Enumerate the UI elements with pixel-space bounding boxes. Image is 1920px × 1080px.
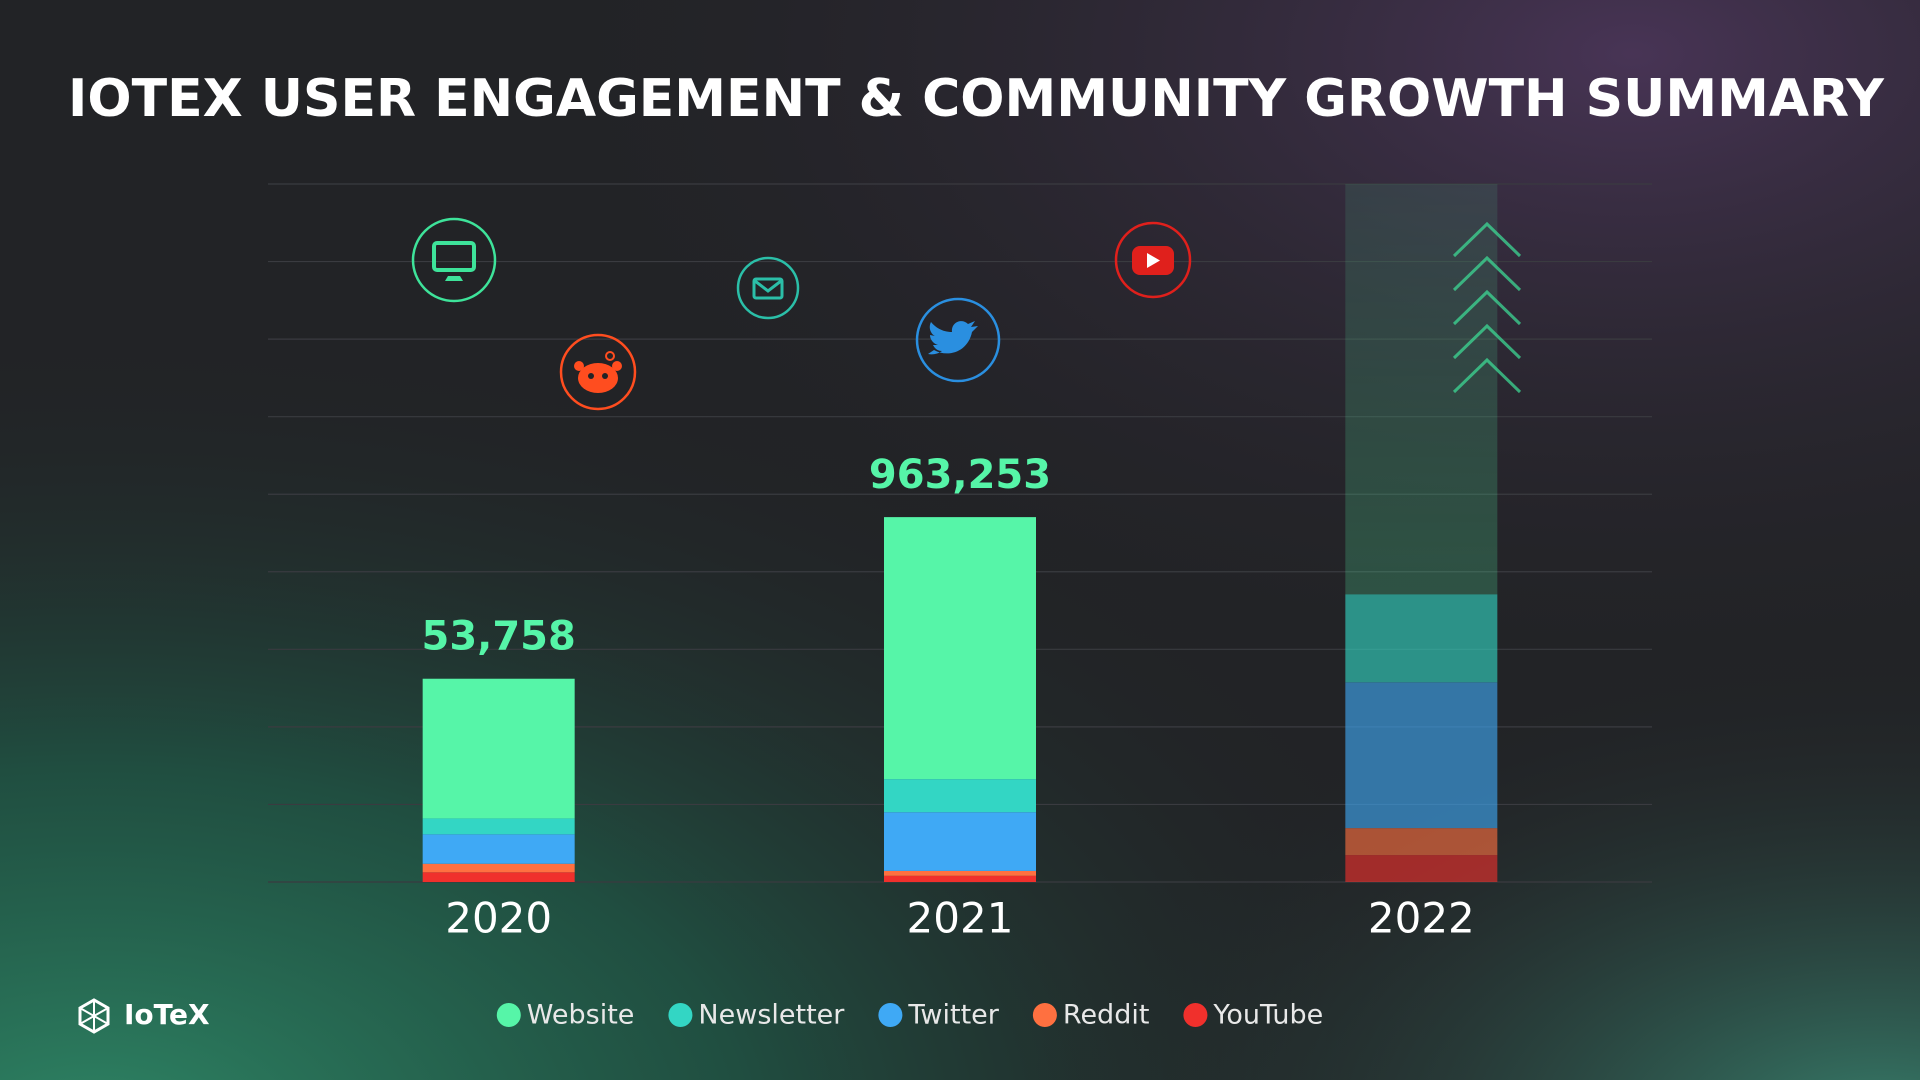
x-tick-label: 2021: [907, 894, 1014, 943]
legend-swatch: [496, 1003, 521, 1027]
bar-stack: [422, 678, 575, 882]
bar-segment: [1345, 594, 1498, 683]
legend-item: Website: [496, 1000, 635, 1031]
bar-segment: [422, 863, 575, 873]
legend-label: Website: [527, 1000, 635, 1031]
legend-label: Reddit: [1063, 1000, 1150, 1031]
brand-logo: IoTeX: [78, 998, 210, 1034]
legend-item: Reddit: [1032, 1000, 1150, 1031]
newsletter-icon: [736, 256, 800, 320]
legend-label: Newsletter: [698, 1000, 845, 1031]
brand-name: IoTeX: [124, 998, 210, 1031]
value-label: 963,253: [869, 452, 1051, 498]
legend-swatch: [1183, 1003, 1208, 1027]
bar-segment: [1345, 828, 1498, 856]
bar-segment: [1345, 682, 1498, 829]
legend-label: YouTube: [1212, 1000, 1323, 1031]
bar-stack: [884, 517, 1036, 882]
legend-swatch: [878, 1003, 903, 1027]
bar-segment: [1345, 183, 1498, 595]
bar-segment: [1345, 855, 1498, 882]
bar-stack: [1345, 183, 1498, 882]
legend-swatch: [668, 1003, 693, 1027]
growth-chevrons: [1452, 221, 1522, 394]
bar-segment: [884, 779, 1036, 813]
bar-segment: [884, 812, 1036, 871]
value-label: 53,758: [421, 614, 575, 660]
legend-label: Twitter: [907, 1000, 999, 1031]
bar-segment: [422, 872, 575, 882]
legend-item: Newsletter: [668, 1000, 845, 1031]
bars: 53,758 2020 963,253 2021 2022: [421, 183, 1498, 943]
bar-segment: [884, 517, 1036, 780]
legend-swatch: [1032, 1003, 1057, 1027]
legend-item: YouTube: [1183, 1000, 1323, 1031]
youtube-icon: [1114, 221, 1192, 299]
legend-item: Twitter: [878, 1000, 1000, 1031]
x-tick-label: 2020: [445, 894, 552, 943]
x-tick-label: 2022: [1368, 894, 1475, 943]
website-icon: [411, 217, 497, 303]
bar-segment: [884, 875, 1036, 882]
legend: Website Newsletter Twitter Reddit YouTube: [496, 1000, 1323, 1031]
twitter-icon: [915, 297, 1001, 383]
reddit-icon: [559, 333, 637, 411]
bar-segment: [422, 678, 575, 819]
bar-segment: [422, 834, 575, 864]
bar-segment: [884, 870, 1036, 876]
bar-segment: [422, 818, 575, 835]
chart-title: IOTEX USER ENGAGEMENT & COMMUNITY GROWTH…: [68, 69, 1885, 129]
